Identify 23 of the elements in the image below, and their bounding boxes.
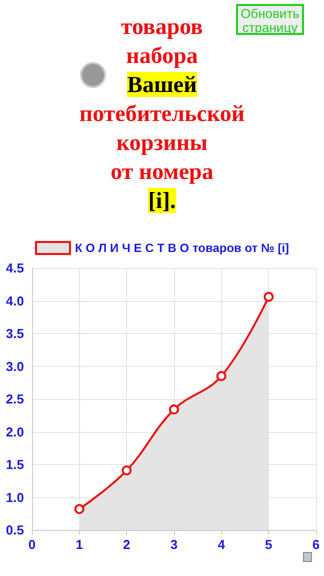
y-tick-label: 2.5 bbox=[6, 392, 24, 406]
y-tick-label: 3.0 bbox=[6, 358, 24, 374]
x-tick-label: 2 bbox=[123, 537, 130, 552]
x-tick-label: 1 bbox=[76, 537, 83, 552]
x-tick-label: 3 bbox=[170, 537, 178, 552]
y-tick-label: 1.5 bbox=[6, 457, 24, 472]
y-tick-label: 2.0 bbox=[6, 424, 24, 440]
point bbox=[169, 404, 179, 414]
y-tick-label: 4.0 bbox=[6, 293, 24, 308]
y-tick-label: 1.0 bbox=[6, 490, 24, 505]
point bbox=[74, 504, 84, 514]
point bbox=[216, 371, 226, 382]
point bbox=[264, 292, 274, 302]
x-tick-label: 0 bbox=[28, 537, 36, 552]
point bbox=[122, 465, 132, 476]
y-tick-label: 4.5 bbox=[6, 260, 24, 276]
text: Обновить страницу bbox=[236, 4, 304, 35]
x-tick-label: 6 bbox=[312, 537, 320, 552]
legend-label: К О Л И Ч Е С Т В О товаров от № [i] bbox=[74, 241, 290, 255]
y-tick-label: 3.5 bbox=[6, 326, 24, 341]
x-tick-label: 4 bbox=[218, 537, 226, 552]
y-tick-label: 0.5 bbox=[6, 522, 24, 538]
x-tick-label: 5 bbox=[265, 537, 272, 552]
